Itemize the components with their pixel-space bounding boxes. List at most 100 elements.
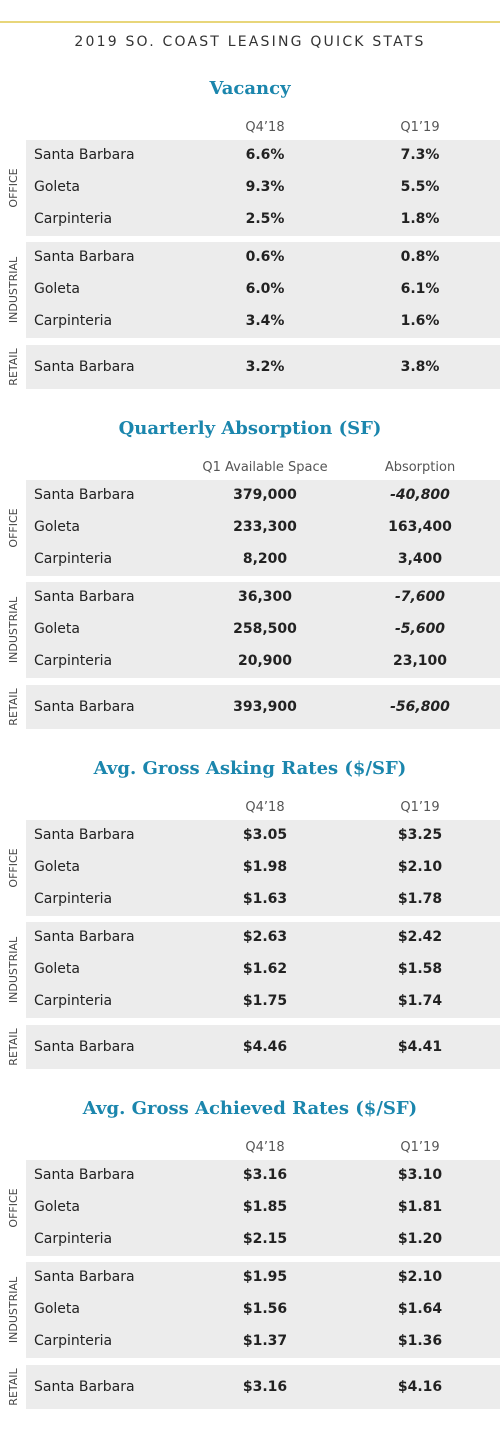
cell-value: 1.6% — [400, 313, 440, 329]
cell-value: 258,500 — [233, 621, 297, 637]
group-label: OFFICE — [7, 1188, 20, 1228]
cell-value: 1.8% — [400, 211, 440, 227]
cell-value: $1.75 — [242, 993, 288, 1009]
cell-value: 233,300 — [233, 519, 297, 535]
group-background — [26, 1262, 500, 1358]
row-label: Santa Barbara — [34, 589, 135, 605]
group-background — [26, 242, 500, 338]
group-background — [26, 922, 500, 1018]
row-label: Carpinteria — [34, 551, 113, 567]
row-label: Santa Barbara — [34, 249, 135, 265]
cell-value: $4.41 — [397, 1039, 443, 1055]
group-label: RETAIL — [7, 348, 20, 386]
row-label: Goleta — [34, 281, 80, 297]
column-header: Q1’19 — [400, 800, 440, 815]
cell-value: $3.25 — [397, 827, 443, 843]
cell-value: 3.8% — [400, 359, 440, 375]
cell-value: $2.10 — [397, 1269, 443, 1285]
section-heading: Avg. Gross Achieved Rates ($/SF) — [82, 1098, 418, 1119]
group-label: RETAIL — [7, 1368, 20, 1406]
row-label: Santa Barbara — [34, 1167, 135, 1183]
cell-value: 20,900 — [237, 653, 293, 669]
group-label: OFFICE — [7, 848, 20, 888]
cell-value: $3.16 — [242, 1379, 288, 1395]
cell-value: $2.15 — [242, 1231, 288, 1247]
row-label: Goleta — [34, 1199, 80, 1215]
cell-value: 9.3% — [245, 179, 285, 195]
row-label: Carpinteria — [34, 653, 113, 669]
group-background — [26, 140, 500, 236]
row-label: Santa Barbara — [34, 699, 135, 715]
cell-value: 0.6% — [245, 249, 285, 265]
cell-value: 23,100 — [392, 653, 448, 669]
cell-value: 2.5% — [245, 211, 285, 227]
cell-value: $1.58 — [397, 961, 443, 977]
group-background — [26, 1160, 500, 1256]
cell-value: 5.5% — [400, 179, 440, 195]
group-label: OFFICE — [7, 168, 20, 208]
group-label: RETAIL — [7, 1028, 20, 1066]
cell-value: $1.85 — [242, 1199, 288, 1215]
row-label: Carpinteria — [34, 891, 113, 907]
section-heading: Vacancy — [209, 78, 291, 99]
cell-value: 6.6% — [245, 147, 285, 163]
cell-value: 7.3% — [400, 147, 440, 163]
cell-value: $2.42 — [397, 929, 443, 945]
row-label: Carpinteria — [34, 211, 113, 227]
cell-value: 393,900 — [233, 699, 297, 715]
row-label: Carpinteria — [34, 993, 113, 1009]
cell-value: $1.62 — [242, 961, 288, 977]
group-background — [26, 345, 500, 389]
group-background — [26, 685, 500, 729]
cell-value: $1.64 — [397, 1301, 443, 1317]
cell-value: -56,800 — [390, 699, 450, 715]
cell-value: $2.10 — [397, 859, 443, 875]
cell-value: $2.63 — [242, 929, 288, 945]
cell-value: $3.16 — [242, 1167, 288, 1183]
cell-value: $1.81 — [397, 1199, 443, 1215]
group-background — [26, 480, 500, 576]
group-background — [26, 820, 500, 916]
row-label: Goleta — [34, 519, 80, 535]
cell-value: 36,300 — [237, 589, 293, 605]
cell-value: -40,800 — [390, 487, 450, 503]
cell-value: 3,400 — [397, 551, 443, 567]
group-background — [26, 1365, 500, 1409]
cell-value: 379,000 — [233, 487, 297, 503]
row-label: Carpinteria — [34, 1231, 113, 1247]
row-label: Santa Barbara — [34, 147, 135, 163]
row-label: Goleta — [34, 621, 80, 637]
cell-value: $4.16 — [397, 1379, 443, 1395]
row-label: Goleta — [34, 961, 80, 977]
section-heading: Quarterly Absorption (SF) — [118, 418, 382, 439]
column-header: Q1 Available Space — [202, 460, 328, 475]
column-header: Q1’19 — [400, 1140, 440, 1155]
cell-value: 8,200 — [242, 551, 288, 567]
column-header: Q4’18 — [245, 1140, 285, 1155]
cell-value: 0.8% — [400, 249, 440, 265]
cell-value: $3.10 — [397, 1167, 443, 1183]
group-background — [26, 582, 500, 678]
cell-value: $1.74 — [397, 993, 443, 1009]
cell-value: $1.20 — [397, 1231, 443, 1247]
cell-value: $1.98 — [242, 859, 288, 875]
row-label: Santa Barbara — [34, 487, 135, 503]
cell-value: $1.95 — [242, 1269, 288, 1285]
row-label: Santa Barbara — [34, 1269, 135, 1285]
cell-value: -5,600 — [394, 621, 446, 637]
row-label: Santa Barbara — [34, 827, 135, 843]
cell-value: $1.56 — [242, 1301, 288, 1317]
page-title: 2019 SO. COAST LEASING QUICK STATS — [74, 34, 426, 50]
row-label: Santa Barbara — [34, 1379, 135, 1395]
row-label: Goleta — [34, 859, 80, 875]
column-header: Q4’18 — [245, 120, 285, 135]
top-rule — [0, 21, 500, 23]
row-label: Goleta — [34, 1301, 80, 1317]
cell-value: -7,600 — [394, 589, 446, 605]
row-label: Santa Barbara — [34, 359, 135, 375]
row-label: Santa Barbara — [34, 1039, 135, 1055]
column-header: Absorption — [384, 460, 456, 475]
group-background — [26, 1025, 500, 1069]
cell-value: $3.05 — [242, 827, 288, 843]
